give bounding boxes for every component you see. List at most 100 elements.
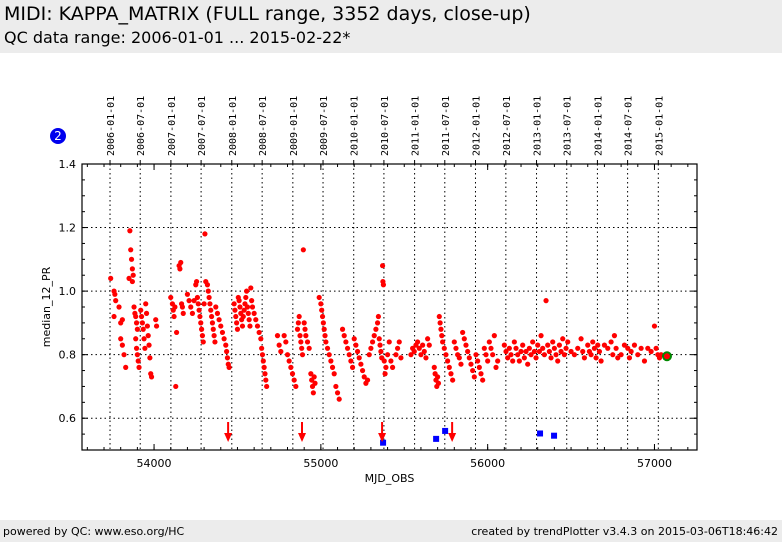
- data-points: [108, 228, 672, 446]
- data-point: [310, 390, 316, 396]
- data-point: [581, 355, 588, 361]
- data-point: [565, 339, 571, 345]
- data-point: [393, 352, 399, 358]
- data-point: [148, 374, 155, 380]
- data-point: [133, 345, 140, 351]
- data-point: [436, 313, 442, 320]
- data-point: [440, 339, 446, 345]
- data-point: [383, 364, 389, 370]
- data-point: [578, 336, 584, 342]
- data-point: [144, 323, 150, 329]
- data-point: [191, 298, 197, 304]
- data-point: [199, 333, 206, 339]
- data-point: [651, 323, 658, 329]
- data-point: [318, 301, 324, 307]
- data-point: [364, 377, 371, 383]
- out-of-range-arrowhead: [378, 433, 387, 442]
- data-point: [243, 294, 249, 301]
- data-point: [121, 352, 127, 358]
- data-point: [530, 339, 536, 345]
- data-point: [478, 371, 484, 377]
- data-point: [528, 352, 534, 358]
- data-point: [501, 342, 507, 348]
- data-point: [134, 352, 140, 358]
- data-point: [143, 310, 150, 316]
- out-of-range-arrowhead: [298, 433, 307, 442]
- data-point: [588, 352, 594, 358]
- date-tick-label: 2015-01-01: [654, 96, 665, 156]
- data-point: [244, 288, 250, 294]
- data-point: [133, 320, 140, 326]
- data-point: [443, 352, 449, 358]
- data-point: [520, 342, 526, 348]
- data-point: [396, 339, 402, 345]
- data-point: [299, 345, 305, 351]
- data-point: [241, 307, 247, 313]
- data-point: [605, 345, 611, 351]
- data-point: [380, 282, 387, 288]
- data-point: [543, 298, 549, 304]
- data-point: [303, 333, 309, 339]
- data-point: [503, 348, 509, 355]
- out-of-range-point: [551, 432, 558, 439]
- data-point: [460, 329, 466, 336]
- data-point: [556, 342, 562, 348]
- data-point: [648, 348, 654, 355]
- data-point: [461, 336, 467, 342]
- data-point: [173, 383, 179, 390]
- data-point: [545, 342, 551, 348]
- date-tick-label: 2008-01-01: [228, 96, 239, 156]
- data-point: [264, 383, 270, 390]
- y-tick-label: 0.6: [59, 412, 77, 425]
- data-point: [351, 336, 357, 342]
- data-point: [580, 348, 586, 355]
- data-point: [295, 320, 301, 326]
- data-point: [140, 326, 146, 332]
- data-point: [302, 326, 308, 332]
- data-point: [131, 304, 137, 310]
- data-point: [201, 301, 207, 307]
- y-tick-label: 1.0: [59, 285, 77, 298]
- data-point: [418, 352, 424, 358]
- data-point: [493, 364, 499, 370]
- plot-frame: [81, 163, 698, 451]
- y-tick-label: 1.4: [59, 158, 77, 171]
- x-tick-label: 55000: [303, 457, 338, 470]
- data-point: [369, 339, 376, 345]
- data-point: [244, 304, 251, 310]
- data-point: [336, 396, 342, 402]
- date-tick-label: 2009-01-01: [289, 96, 300, 156]
- data-point: [468, 361, 474, 367]
- data-point: [386, 339, 392, 345]
- data-point: [551, 345, 557, 351]
- data-point: [196, 307, 202, 313]
- data-point: [348, 358, 354, 364]
- data-point: [260, 358, 266, 364]
- data-point: [541, 352, 547, 358]
- data-point: [286, 358, 292, 364]
- date-tick-label: 2012-07-01: [502, 96, 513, 156]
- data-point: [560, 336, 566, 342]
- data-point: [416, 345, 422, 351]
- data-point: [249, 298, 255, 304]
- data-point: [209, 313, 215, 320]
- data-point: [259, 345, 265, 351]
- data-point: [333, 383, 339, 390]
- data-point: [382, 371, 388, 377]
- data-point: [389, 364, 396, 370]
- data-point: [128, 256, 135, 262]
- data-point: [508, 352, 514, 358]
- data-point: [316, 294, 322, 301]
- footer-left: powered by QC: www.eso.org/HC: [3, 525, 185, 538]
- data-point: [138, 313, 145, 320]
- out-of-range-arrowhead: [224, 433, 233, 442]
- data-point: [221, 336, 227, 342]
- data-point: [116, 304, 122, 310]
- data-point: [112, 291, 118, 297]
- data-point: [323, 339, 329, 345]
- x-tick-label: 56000: [470, 457, 505, 470]
- data-point: [535, 342, 541, 348]
- data-point: [209, 320, 216, 326]
- y-tick-label: 0.8: [59, 349, 77, 362]
